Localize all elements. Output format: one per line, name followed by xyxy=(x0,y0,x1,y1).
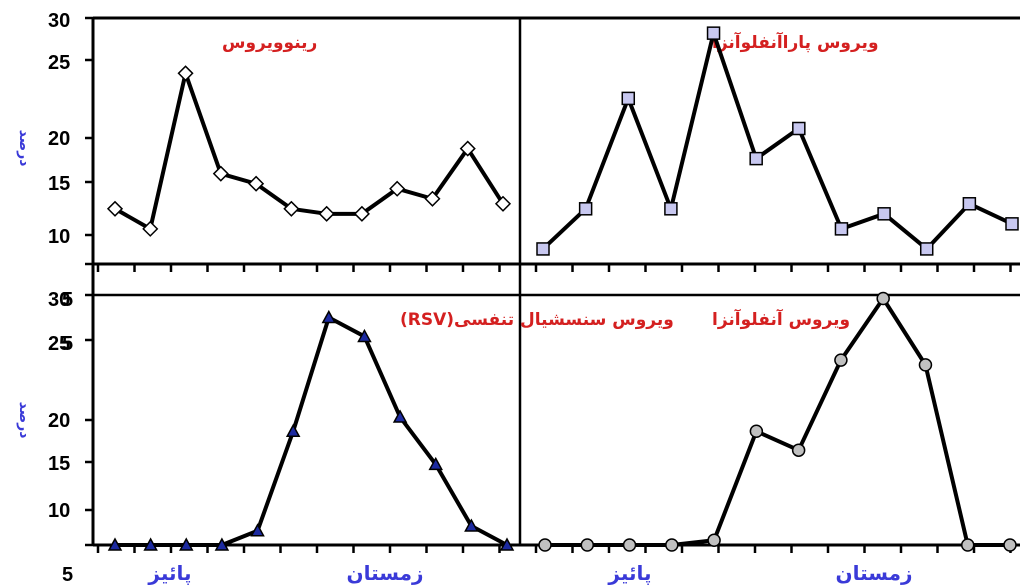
data-point-3-7 xyxy=(834,353,848,367)
data-point-3-5 xyxy=(749,424,764,438)
data-point-2-4 xyxy=(250,523,265,537)
xcat-autumn-right: پائیز xyxy=(607,561,651,585)
data-point-1-10 xyxy=(962,197,977,211)
ytick-bottom-30: 30 xyxy=(48,289,70,311)
data-point-3-2 xyxy=(622,538,637,552)
data-point-0-8 xyxy=(389,180,406,197)
series-line-1 xyxy=(541,31,1013,251)
ytick-top-10: 10 xyxy=(48,226,70,248)
ytick-bottom-10: 10 xyxy=(48,500,70,522)
data-point-3-1 xyxy=(580,538,595,552)
data-point-2-6 xyxy=(321,309,337,324)
data-point-0-5 xyxy=(283,200,300,217)
series-line-0 xyxy=(114,71,505,231)
data-point-0-4 xyxy=(248,175,265,192)
ytick-overlap-5a: 5 xyxy=(62,289,73,311)
ytick-top-20: 20 xyxy=(48,128,70,150)
data-point-1-3 xyxy=(664,202,678,216)
tick-marks xyxy=(85,16,1012,553)
ytick-bottom-25: 25 xyxy=(48,333,70,355)
data-point-0-3 xyxy=(212,165,229,182)
data-point-1-8 xyxy=(877,207,891,221)
ytick-overlap-5b: 5 xyxy=(62,333,73,355)
data-point-3-6 xyxy=(791,443,806,457)
ytick-bottom-5: 5 xyxy=(62,564,73,585)
data-point-2-3 xyxy=(214,537,230,551)
xcat-winter-left: زمستان xyxy=(347,561,424,585)
data-point-3-8 xyxy=(876,291,890,306)
data-point-2-9 xyxy=(428,456,443,471)
data-point-0-6 xyxy=(318,205,335,222)
data-point-1-1 xyxy=(578,202,593,216)
series-layer xyxy=(106,26,1019,552)
data-point-1-6 xyxy=(792,121,806,136)
data-point-0-7 xyxy=(353,205,370,222)
data-point-0-0 xyxy=(106,200,124,217)
ytick-top-25: 25 xyxy=(48,52,70,74)
data-point-3-11 xyxy=(1003,538,1017,552)
data-point-2-8 xyxy=(392,409,408,423)
ytick-top-15: 15 xyxy=(48,173,70,195)
xcat-autumn-left: پائیز xyxy=(147,561,191,585)
data-point-2-1 xyxy=(143,537,158,551)
data-point-1-7 xyxy=(834,222,849,236)
xcat-winter-right: زمستان xyxy=(836,561,913,585)
ytick-top-30: 30 xyxy=(48,10,70,32)
data-point-0-1 xyxy=(142,220,159,237)
data-point-3-9 xyxy=(918,358,933,372)
ylabel-bottom: درصد xyxy=(16,402,32,439)
data-point-2-2 xyxy=(179,537,194,551)
data-point-3-0 xyxy=(538,538,552,552)
panel-title-influenza: ویروس آنفلوآنزا xyxy=(712,308,850,330)
panel-title-parainfluenza: ویروس پاراآنفلوآنزا xyxy=(712,31,879,53)
ytick-bottom-15: 15 xyxy=(48,453,70,475)
data-point-2-7 xyxy=(357,328,372,343)
panel-title-rsv: ویروس سنسشیال تنفسی(RSV) xyxy=(400,310,674,330)
data-point-2-5 xyxy=(285,423,301,437)
data-point-3-3 xyxy=(665,538,679,552)
data-point-0-11 xyxy=(494,195,512,212)
data-point-1-4 xyxy=(706,26,721,40)
data-point-3-10 xyxy=(960,538,975,552)
data-point-1-9 xyxy=(919,242,934,256)
data-point-0-10 xyxy=(459,140,476,157)
data-point-1-0 xyxy=(536,242,550,256)
data-point-0-2 xyxy=(177,65,194,82)
data-point-1-5 xyxy=(749,151,763,166)
data-point-1-2 xyxy=(621,91,636,106)
series-line-3 xyxy=(545,296,1010,547)
ylabel-top: درصد xyxy=(16,130,32,167)
data-point-2-0 xyxy=(107,537,123,551)
data-point-3-4 xyxy=(707,533,721,548)
panel-title-rhinovirus: رینوویروس xyxy=(222,33,317,53)
data-point-2-10 xyxy=(464,518,479,532)
data-point-0-9 xyxy=(424,190,441,207)
series-line-2 xyxy=(115,315,508,547)
ytick-bottom-20: 20 xyxy=(48,410,70,432)
data-point-1-11 xyxy=(1005,217,1019,231)
data-point-2-11 xyxy=(499,537,515,551)
